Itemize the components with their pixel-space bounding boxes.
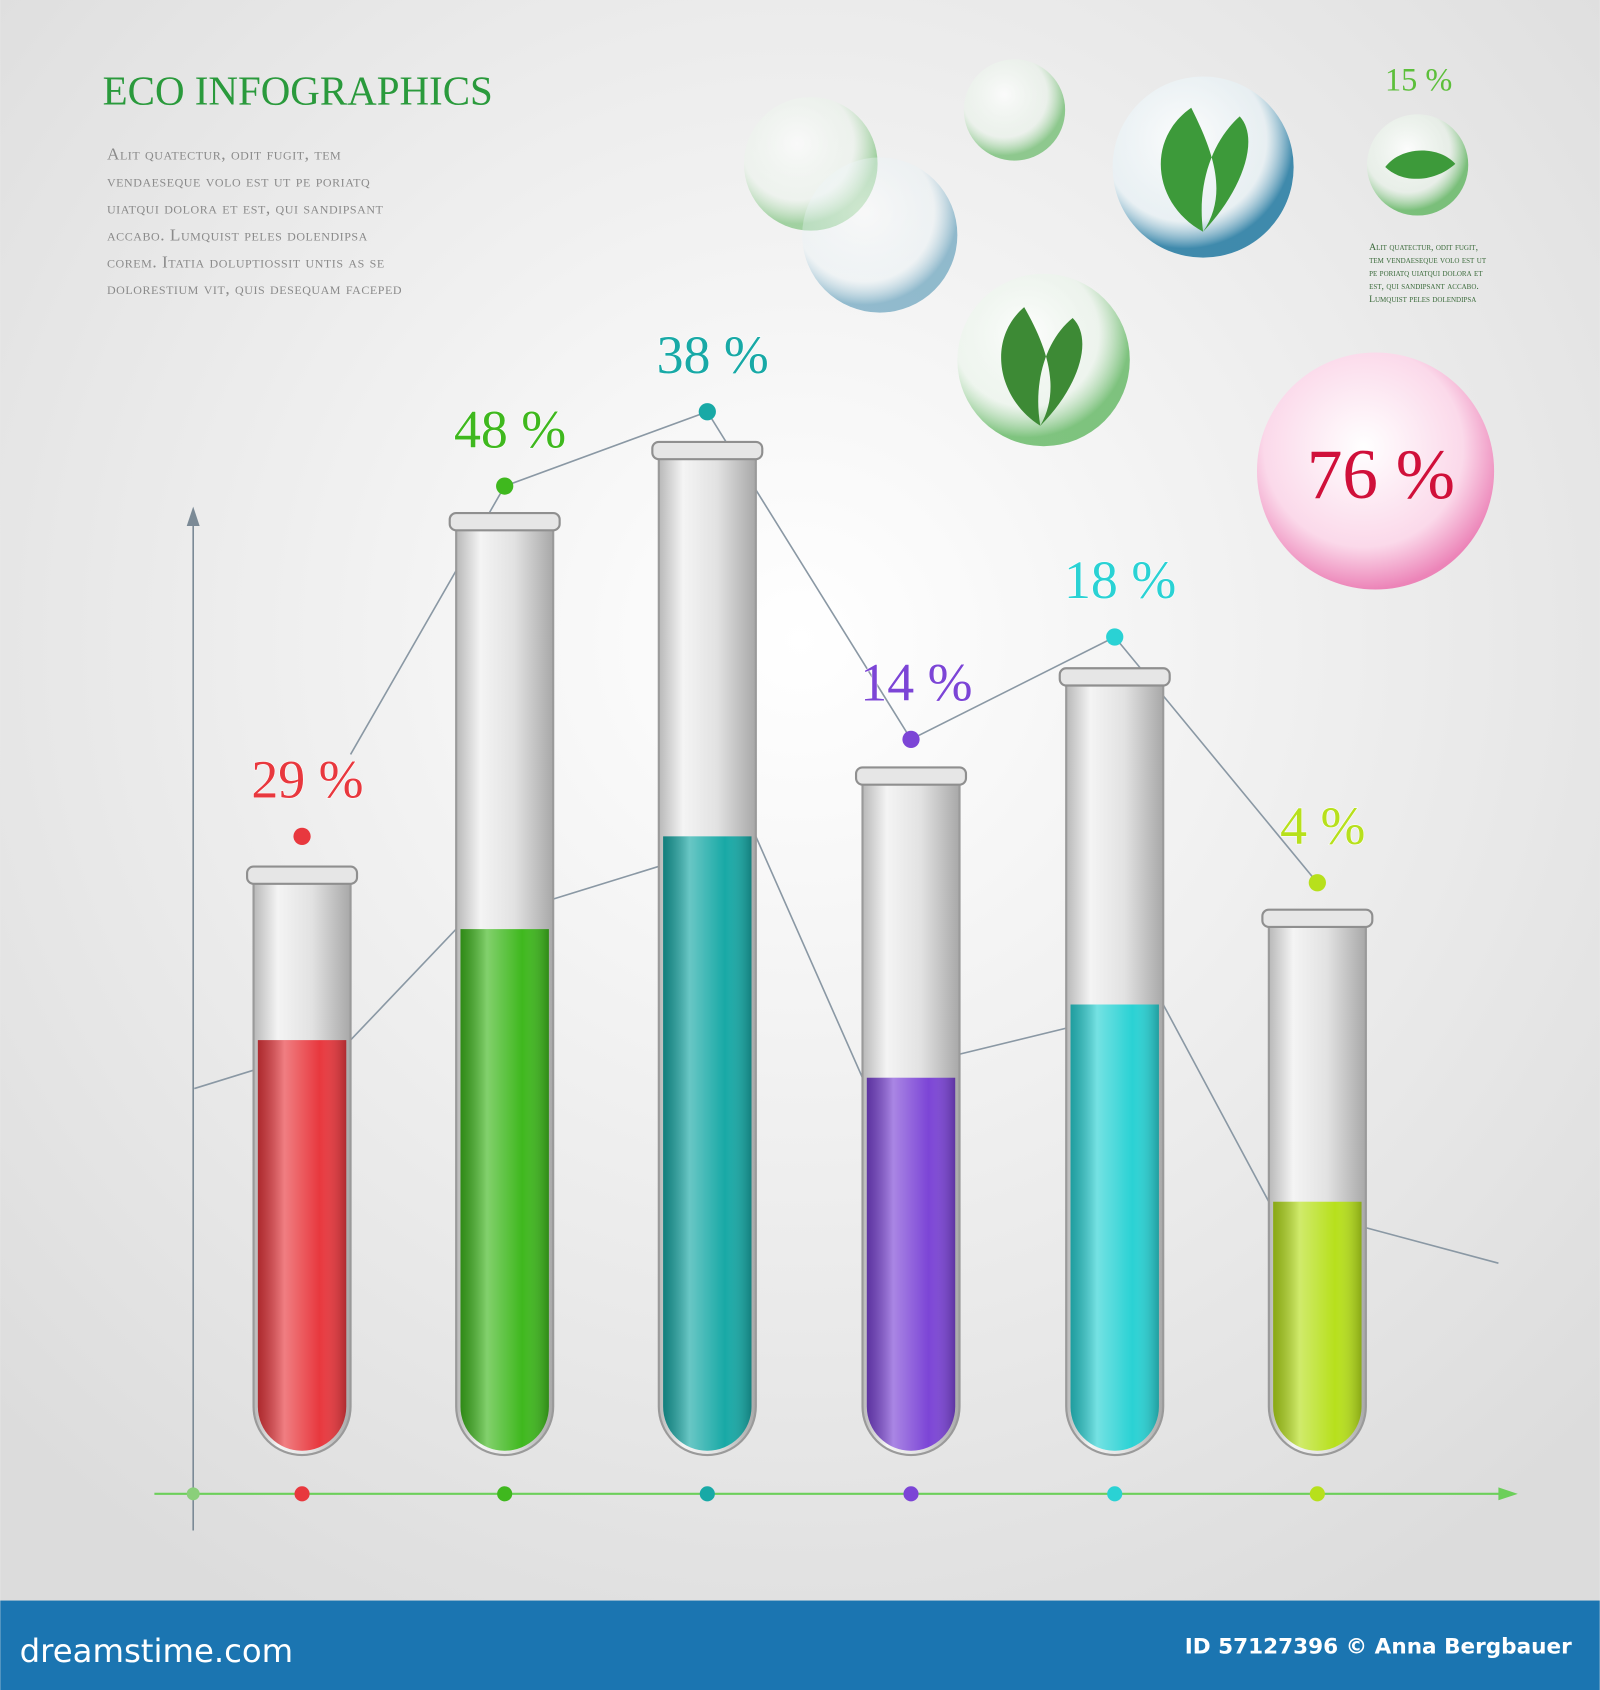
tube-shine xyxy=(460,929,549,1451)
side-line: pe poriatq uiatqui dolora et xyxy=(1369,268,1483,279)
side-percent: 15 % xyxy=(1385,62,1452,98)
axis-dot xyxy=(903,1486,919,1502)
title: ECO INFOGRAPHICS xyxy=(103,69,493,114)
tube-rim xyxy=(651,440,764,461)
axis-dot xyxy=(1107,1486,1123,1502)
tube-rim xyxy=(1058,667,1171,687)
side-line: est, qui sandipsant accabo. xyxy=(1369,281,1479,292)
tube-percent: 14 % xyxy=(860,653,972,713)
tubes: 29 % 48 % 38 % 14 % 18 % 4 % xyxy=(194,324,1499,1502)
tube-shine xyxy=(1070,1004,1159,1451)
side-line: Lumquist peles dolendipsa xyxy=(1369,294,1476,305)
footer-credit: ID 57127396 © Anna Bergbauer xyxy=(1185,1634,1572,1659)
footer-bar xyxy=(0,1600,1600,1690)
x-axis-arrow xyxy=(1498,1487,1518,1501)
intro-line: Alit quatectur, odit fugit, tem xyxy=(107,145,341,164)
footer-brand: dreamstime.com xyxy=(20,1632,294,1670)
axis-dot xyxy=(497,1486,513,1502)
y-axis-arrow xyxy=(186,506,200,526)
label-dot xyxy=(1308,874,1326,892)
origin-dot xyxy=(186,1487,200,1501)
label-dot xyxy=(1106,628,1124,646)
tube-percent: 29 % xyxy=(251,750,363,810)
leaf-icon xyxy=(1001,307,1083,426)
side-line: Alit quatectur, odit fugit, xyxy=(1369,242,1478,253)
label-dot xyxy=(902,730,920,748)
bubble-pink xyxy=(1256,352,1495,590)
tube-percent: 38 % xyxy=(657,325,769,385)
side-text: Alit quatectur, odit fugit, tem vendaeseq… xyxy=(1369,242,1487,305)
tube-rim xyxy=(448,511,561,532)
intro-line: accabo. Lumquist peles dolendipsa xyxy=(107,225,368,244)
tube-shine xyxy=(866,1077,956,1451)
side-line: tem vendaeseque volo est ut xyxy=(1369,255,1487,266)
axis-dot xyxy=(1309,1486,1325,1502)
tube-percent: 18 % xyxy=(1064,550,1176,610)
intro-line: uiatqui dolora et est, qui sandipsant xyxy=(107,198,384,217)
bubble-deco xyxy=(802,157,958,313)
tube-shine xyxy=(663,836,752,1451)
label-dot xyxy=(698,403,716,421)
tube-percent: 48 % xyxy=(454,399,566,459)
leaf-icon xyxy=(1160,107,1249,232)
label-dot xyxy=(293,827,311,845)
tube-rim xyxy=(1261,908,1374,928)
tube-rim xyxy=(854,766,968,786)
intro-line: dolorestium vit, quis desequam faceped xyxy=(107,279,402,298)
axis-dot xyxy=(294,1486,310,1502)
tube-rim xyxy=(246,865,359,885)
bubble-deco xyxy=(963,59,1066,161)
intro-line: vendaeseque volo est ut pe poriatq xyxy=(107,171,370,190)
tube-shine xyxy=(257,1040,347,1451)
tube-percent: 4 % xyxy=(1280,796,1365,856)
level-line xyxy=(194,835,1499,1264)
intro-text: Alit quatectur, odit fugit, tem vendaeseq… xyxy=(107,145,402,299)
tube-shine xyxy=(1273,1201,1362,1451)
leaf-icon xyxy=(1385,150,1456,179)
axis-dot xyxy=(699,1486,715,1502)
label-dot xyxy=(496,477,514,495)
intro-line: corem. Itatia doluptiossit untis as se xyxy=(107,252,385,271)
bubble-percent: 76 % xyxy=(1307,436,1455,514)
